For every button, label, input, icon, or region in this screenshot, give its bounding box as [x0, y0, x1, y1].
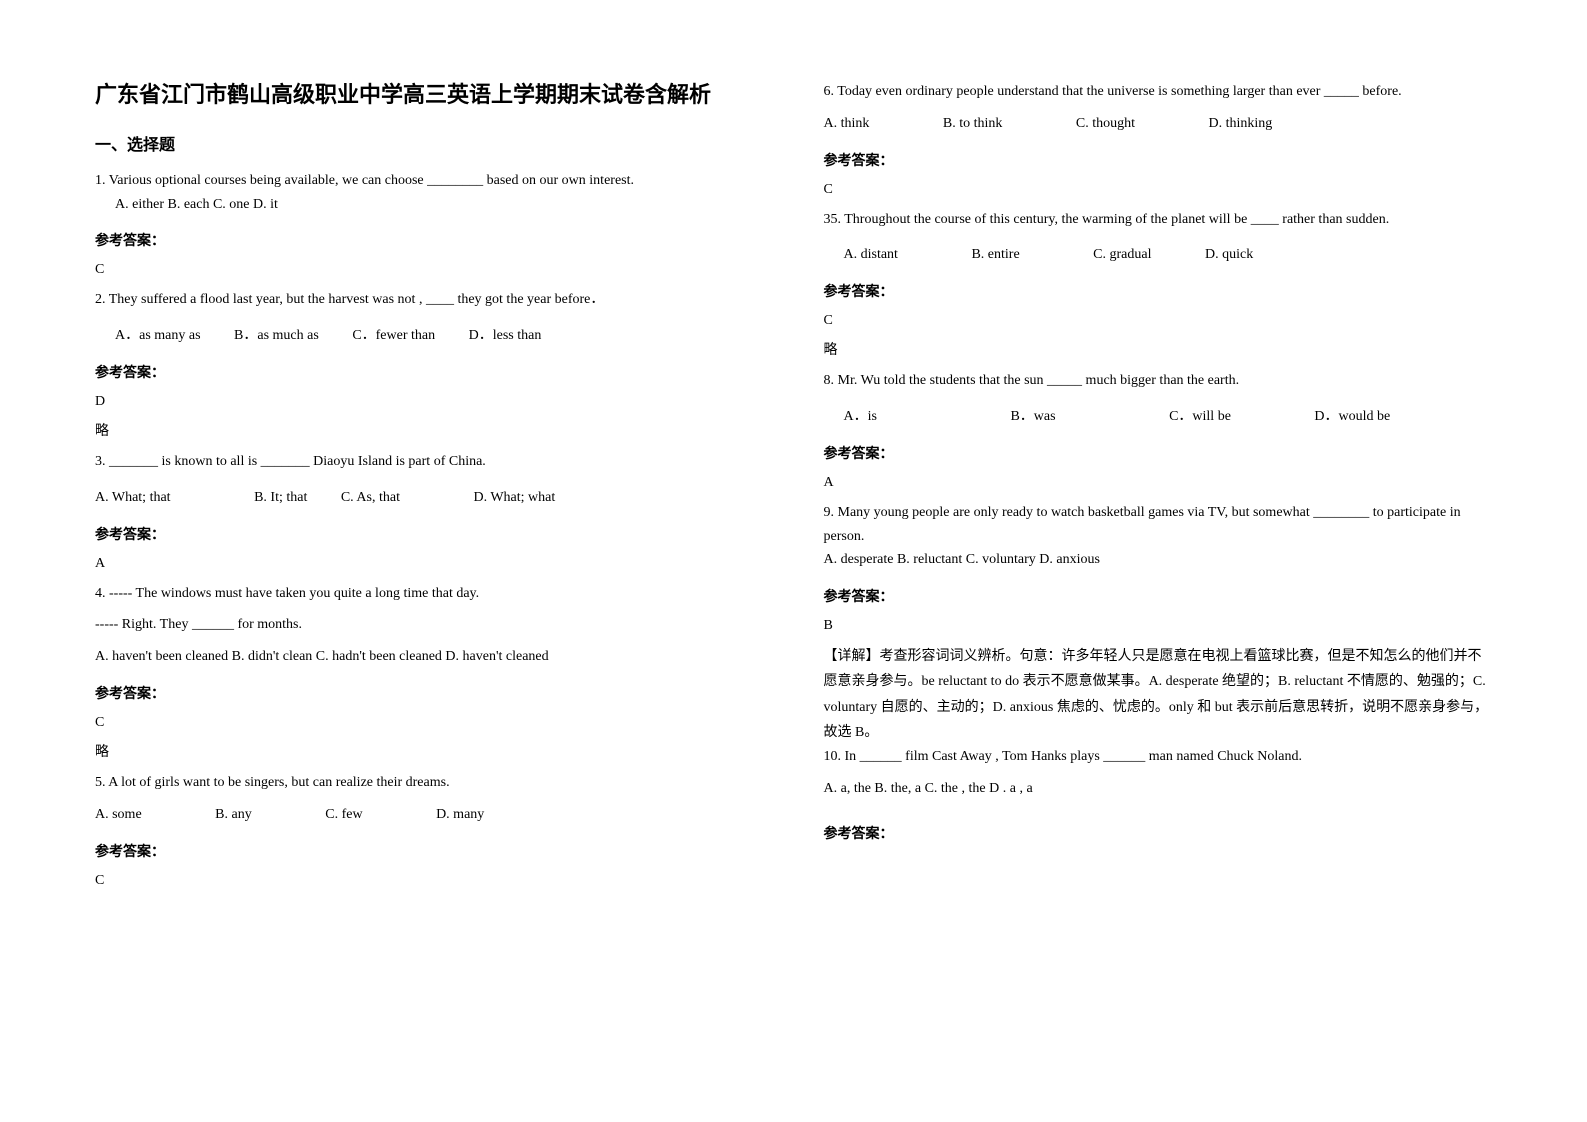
q10-text: 10. In ______ film Cast Away , Tom Hanks…	[824, 745, 1493, 769]
q8-optA: A．is	[844, 405, 877, 429]
q8-options: A．is B．was C．will be D．would be	[824, 405, 1493, 429]
q7-optC: C. gradual	[1093, 243, 1151, 267]
q7-note: 略	[824, 339, 1493, 359]
q6-optB: B. to think	[943, 112, 1003, 136]
q3-optB: B. It; that	[254, 486, 307, 510]
q6-optA: A. think	[824, 112, 870, 136]
q2-optD: D．less than	[469, 324, 542, 348]
q10-options: A. a, the B. the, a C. the , the D . a ,…	[824, 777, 1493, 801]
question-5: 5. A lot of girls want to be singers, bu…	[95, 771, 764, 827]
document-title: 广东省江门市鹤山高级职业中学高三英语上学期期末试卷含解析	[95, 80, 764, 111]
q4-note: 略	[95, 741, 764, 761]
q6-options: A. think B. to think C. thought D. think…	[824, 112, 1493, 136]
left-column: 广东省江门市鹤山高级职业中学高三英语上学期期末试卷含解析 一、选择题 1. Va…	[95, 80, 764, 1042]
question-7: 35. Throughout the course of this centur…	[824, 208, 1493, 268]
q7-text: 35. Throughout the course of this centur…	[824, 208, 1493, 232]
q3-options: A. What; that B. It; that C. As, that D.…	[95, 486, 764, 510]
question-2: 2. They suffered a flood last year, but …	[95, 288, 764, 348]
q8-answer-label: 参考答案：	[824, 443, 1493, 463]
q1-answer-label: 参考答案：	[95, 230, 764, 250]
q9-explain: 【详解】考查形容词词义辨析。句意：许多年轻人只是愿意在电视上看篮球比赛，但是不知…	[824, 644, 1493, 745]
q5-options: A. some B. any C. few D. many	[95, 803, 764, 827]
q2-answer-label: 参考答案：	[95, 362, 764, 382]
q5-text: 5. A lot of girls want to be singers, bu…	[95, 771, 764, 795]
q9-line1: 9. Many young people are only ready to w…	[824, 501, 1493, 549]
q8-text: 8. Mr. Wu told the students that the sun…	[824, 369, 1493, 393]
q6-optD: D. thinking	[1209, 112, 1273, 136]
q10-answer-label: 参考答案：	[824, 823, 1493, 843]
q7-optA: A. distant	[844, 243, 898, 267]
q4-answer: C	[95, 715, 764, 731]
q6-text: 6. Today even ordinary people understand…	[824, 80, 1493, 104]
q7-answer-label: 参考答案：	[824, 281, 1493, 301]
q9-answer-label: 参考答案：	[824, 586, 1493, 606]
q1-text: 1. Various optional courses being availa…	[95, 169, 764, 193]
question-10: 10. In ______ film Cast Away , Tom Hanks…	[824, 745, 1493, 801]
question-3: 3. _______ is known to all is _______ Di…	[95, 450, 764, 510]
q3-answer: A	[95, 556, 764, 572]
question-6: 6. Today even ordinary people understand…	[824, 80, 1493, 136]
q5-answer: C	[95, 873, 764, 889]
question-8: 8. Mr. Wu told the students that the sun…	[824, 369, 1493, 429]
q3-optA: A. What; that	[95, 486, 171, 510]
q3-optC: C. As, that	[341, 486, 400, 510]
q8-optC: C．will be	[1169, 405, 1231, 429]
q5-optB: B. any	[215, 803, 252, 827]
q2-options: A．as many as B．as much as C．fewer than D…	[95, 324, 764, 348]
q8-optD: D．would be	[1314, 405, 1390, 429]
q2-optB: B．as much as	[234, 324, 319, 348]
q7-options: A. distant B. entire C. gradual D. quick	[824, 243, 1493, 267]
q9-options: A. desperate B. reluctant C. voluntary D…	[824, 548, 1493, 572]
right-column: 6. Today even ordinary people understand…	[824, 80, 1493, 1042]
q5-optA: A. some	[95, 803, 142, 827]
q2-optC: C．fewer than	[352, 324, 435, 348]
q2-optA: A．as many as	[115, 324, 201, 348]
q4-options: A. haven't been cleaned B. didn't clean …	[95, 645, 764, 669]
q6-answer-label: 参考答案：	[824, 150, 1493, 170]
question-1: 1. Various optional courses being availa…	[95, 169, 764, 217]
q6-optC: C. thought	[1076, 112, 1135, 136]
q3-optD: D. What; what	[473, 486, 555, 510]
question-9: 9. Many young people are only ready to w…	[824, 501, 1493, 572]
q9-answer: B	[824, 618, 1493, 634]
q5-optD: D. many	[436, 803, 484, 827]
q2-answer: D	[95, 394, 764, 410]
q4-answer-label: 参考答案：	[95, 683, 764, 703]
q7-answer: C	[824, 313, 1493, 329]
q8-optB: B．was	[1010, 405, 1055, 429]
q4-line2: ----- Right. They ______ for months.	[95, 613, 764, 637]
q7-optD: D. quick	[1205, 243, 1253, 267]
q4-line1: 4. ----- The windows must have taken you…	[95, 582, 764, 606]
q1-answer: C	[95, 262, 764, 278]
question-4: 4. ----- The windows must have taken you…	[95, 582, 764, 669]
q6-answer: C	[824, 182, 1493, 198]
q7-optB: B. entire	[971, 243, 1019, 267]
q2-note: 略	[95, 420, 764, 440]
q8-answer: A	[824, 475, 1493, 491]
q5-optC: C. few	[325, 803, 362, 827]
q3-answer-label: 参考答案：	[95, 524, 764, 544]
q1-options: A. either B. each C. one D. it	[95, 193, 764, 217]
section-heading: 一、选择题	[95, 131, 764, 155]
q5-answer-label: 参考答案：	[95, 841, 764, 861]
q2-text: 2. They suffered a flood last year, but …	[95, 288, 764, 312]
q3-text: 3. _______ is known to all is _______ Di…	[95, 450, 764, 474]
